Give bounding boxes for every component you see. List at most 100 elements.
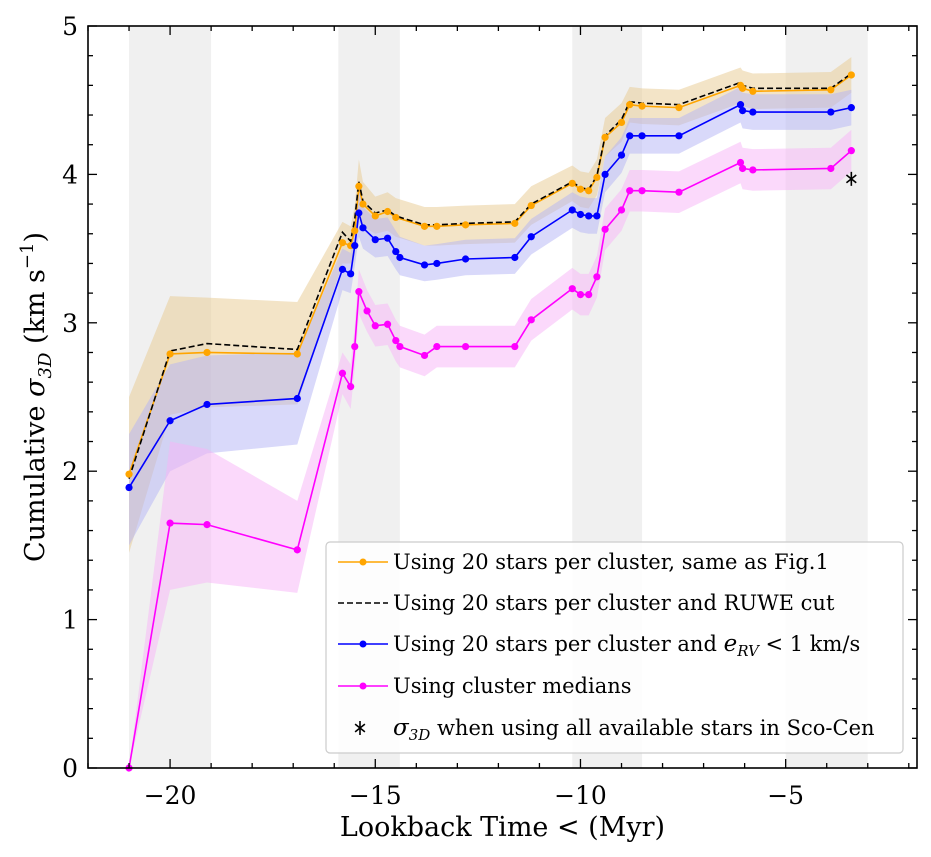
data-point-3-12 <box>396 342 404 351</box>
y-axis-label-prefix: Cumulative <box>20 397 51 562</box>
data-point-0-22 <box>617 118 626 127</box>
data-point-3-10 <box>383 320 392 328</box>
data-point-2-6 <box>351 242 359 250</box>
data-point-3-31 <box>847 147 855 155</box>
data-point-3-3 <box>293 546 301 554</box>
data-point-2-30 <box>827 108 835 116</box>
data-point-3-29 <box>749 166 757 174</box>
y-tick-label-5: 5 <box>62 12 78 41</box>
data-point-0-12 <box>420 222 429 230</box>
data-point-0-18 <box>576 185 585 193</box>
data-point-0-25 <box>675 104 683 112</box>
data-point-0-30 <box>847 71 855 79</box>
data-point-2-22 <box>601 170 609 178</box>
data-point-2-25 <box>638 132 646 140</box>
data-point-3-8 <box>363 307 371 315</box>
y-tick-label-3: 3 <box>62 309 78 338</box>
legend-marker-reference <box>354 721 366 735</box>
legend-box <box>325 541 904 754</box>
legend-label-blue-math: e <box>724 631 738 657</box>
data-point-3-1 <box>166 519 174 527</box>
data-point-2-19 <box>576 210 585 219</box>
data-point-2-15 <box>461 255 470 263</box>
data-point-0-8 <box>359 200 367 208</box>
legend-label-reference-sigma: σ <box>393 715 410 741</box>
data-point-2-2 <box>203 400 211 409</box>
data-point-2-27 <box>736 101 745 109</box>
data-point-2-18 <box>568 206 576 214</box>
y-axis-label-unit-open: (km s <box>20 269 51 353</box>
y-axis-label-unit-sup: −1 <box>17 243 38 270</box>
data-point-0-19 <box>585 187 593 195</box>
data-point-3-15 <box>461 342 470 351</box>
y-axis-label-sigma: σ <box>20 377 51 397</box>
data-point-2-5 <box>347 270 355 278</box>
legend-entry-blue: Using 20 stars per cluster and eRV < 1 k… <box>338 631 860 660</box>
data-point-3-9 <box>371 322 379 330</box>
legend-label-reference: σ3D when using all available stars in Sc… <box>393 715 875 744</box>
series-uncertainty-bands <box>129 57 852 768</box>
data-point-0-14 <box>461 221 470 229</box>
y-axis-label-unit-close: ) <box>20 232 51 243</box>
plot-frame <box>87 25 918 769</box>
data-point-0-17 <box>568 179 576 187</box>
legend-entry-orange: Using 20 stars per cluster, same as Fig.… <box>338 550 829 574</box>
data-point-3-30 <box>827 164 835 173</box>
data-point-0-6 <box>351 227 359 235</box>
data-point-3-16 <box>511 342 519 351</box>
legend-label-blue-sub: RV <box>736 642 761 660</box>
legend-label-orange: Using 20 stars per cluster, same as Fig.… <box>393 550 829 574</box>
data-point-3-17 <box>527 316 535 324</box>
data-point-0-0 <box>125 470 133 478</box>
data-point-3-27 <box>736 158 745 167</box>
legend-label-blue-tail: < 1 km/s <box>759 632 860 656</box>
data-point-0-13 <box>433 222 441 230</box>
series-markers <box>125 71 855 772</box>
y-axis-label-sub: 3D <box>35 352 56 378</box>
data-point-0-4 <box>338 239 347 247</box>
y-tick-label-0: 0 <box>62 754 78 783</box>
data-point-2-23 <box>617 151 626 159</box>
x-tick-label-1: −15 <box>349 781 402 810</box>
data-point-2-14 <box>433 259 441 268</box>
legend-entry-reference: σ3D when using all available stars in Sc… <box>354 715 875 744</box>
data-point-2-10 <box>383 234 392 242</box>
series-line-3 <box>128 150 852 769</box>
data-point-2-0 <box>125 483 133 492</box>
y-tick-label-4: 4 <box>62 160 78 189</box>
data-point-0-23 <box>626 101 634 109</box>
data-point-0-9 <box>371 212 379 220</box>
legend-marker-magenta <box>359 682 367 690</box>
data-point-0-24 <box>638 102 646 110</box>
data-point-2-29 <box>749 108 757 116</box>
data-point-2-7 <box>355 209 363 217</box>
x-tick-label-0: −20 <box>144 781 197 810</box>
data-point-2-3 <box>293 394 301 403</box>
data-point-0-1 <box>166 350 174 358</box>
data-point-2-17 <box>527 233 535 241</box>
legend-marker-orange <box>359 558 367 566</box>
data-point-0-11 <box>392 213 400 222</box>
data-point-3-11 <box>392 337 400 345</box>
data-point-3-13 <box>420 351 429 360</box>
data-point-3-22 <box>601 225 609 233</box>
data-point-0-29 <box>827 86 835 94</box>
data-point-2-21 <box>593 212 601 220</box>
legend: Using 20 stars per cluster, same as Fig.… <box>325 541 904 754</box>
reference-asterisk-d2 <box>845 174 857 184</box>
x-tick-label-2: −10 <box>554 781 607 810</box>
data-point-2-24 <box>626 132 634 140</box>
data-point-3-7 <box>355 288 363 296</box>
data-point-2-31 <box>847 104 855 112</box>
data-point-0-21 <box>601 133 609 141</box>
data-point-2-12 <box>396 253 404 262</box>
y-tick-label-1: 1 <box>62 606 78 635</box>
data-point-3-26 <box>675 188 683 196</box>
y-axis-label: Cumulative σ3D (km s−1) <box>17 232 56 562</box>
data-point-0-2 <box>203 348 211 357</box>
data-point-3-19 <box>576 291 585 299</box>
legend-label-blue: Using 20 stars per cluster and eRV < 1 k… <box>393 631 860 660</box>
data-point-3-5 <box>347 383 355 391</box>
data-point-0-15 <box>511 219 519 227</box>
